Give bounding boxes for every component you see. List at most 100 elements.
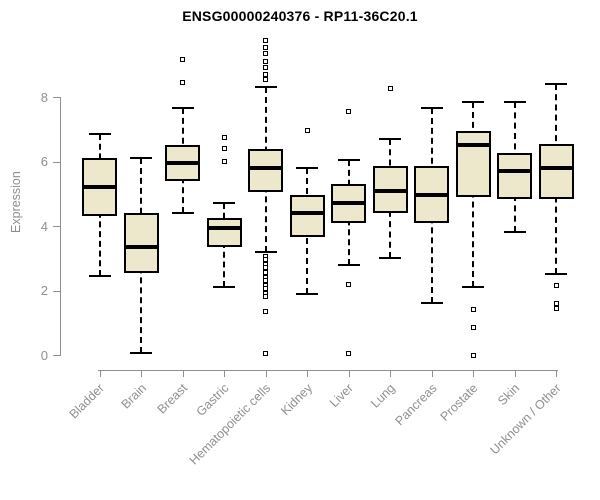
- outlier-point: [263, 71, 268, 77]
- whisker-cap-high: [88, 133, 111, 136]
- x-tick-mark: [307, 371, 308, 377]
- boxplot-box: [123, 213, 159, 273]
- outlier-point: [263, 270, 268, 276]
- x-tick-label: Liver: [327, 381, 357, 411]
- outlier-point: [346, 109, 351, 114]
- boxplot-median: [289, 211, 325, 216]
- y-tick-mark: [53, 290, 60, 292]
- whisker-cap-low: [420, 302, 443, 305]
- whisker-cap-high: [296, 166, 318, 169]
- x-tick-label: Pancreas: [392, 381, 440, 429]
- x-tick-label: Skin: [495, 381, 523, 409]
- boxplot-box: [538, 143, 574, 199]
- outlier-point: [553, 305, 559, 311]
- boxplot-box: [497, 153, 532, 199]
- boxplot-median: [331, 201, 366, 206]
- whisker-cap-low: [171, 212, 194, 215]
- whisker-cap-high: [254, 86, 277, 89]
- whisker-cap-low: [379, 257, 401, 260]
- y-tick-label: 4: [40, 218, 48, 234]
- outlier-point: [180, 57, 185, 63]
- boxplot-median: [123, 244, 159, 249]
- boxplot-box: [248, 148, 283, 193]
- boxplot-median: [414, 193, 449, 198]
- outlier-point: [470, 307, 476, 313]
- whisker-cap-low: [545, 273, 567, 276]
- outlier-point: [553, 283, 559, 289]
- whisker-cap-high: [379, 137, 401, 140]
- x-tick-label: Hematopoietic cells: [186, 381, 274, 468]
- outlier-point: [263, 294, 268, 300]
- y-tick-mark: [53, 226, 60, 227]
- outlier-point: [263, 38, 268, 44]
- x-tick-mark: [514, 371, 516, 377]
- outlier-point: [263, 50, 268, 56]
- outlier-point: [470, 325, 476, 331]
- outlier-point: [263, 59, 268, 65]
- x-axis-line: [97, 370, 558, 371]
- whisker-cap-high: [503, 100, 526, 103]
- whisker-cap-low: [337, 263, 360, 266]
- x-tick-mark: [99, 371, 101, 377]
- outlier-point: [470, 352, 476, 358]
- outlier-point: [387, 86, 393, 92]
- boxplot-median: [455, 143, 491, 148]
- x-tick-mark: [265, 371, 267, 377]
- boxplot-median: [206, 225, 242, 230]
- outlier-point: [263, 76, 268, 82]
- boxplot-box: [455, 130, 491, 197]
- chart-title: ENSG00000240376 - RP11-36C20.1: [182, 8, 418, 24]
- outlier-point: [263, 308, 268, 314]
- boxplot-box: [289, 195, 325, 238]
- outlier-point: [221, 134, 227, 140]
- x-tick-label: Bladder: [67, 381, 108, 422]
- outlier-point: [346, 281, 351, 287]
- outlier-point: [263, 286, 268, 292]
- x-tick-mark: [556, 371, 557, 377]
- y-tick-mark: [53, 161, 60, 163]
- x-tick-mark: [473, 371, 474, 377]
- whisker-cap-high: [337, 158, 360, 161]
- whisker-cap-high: [462, 100, 484, 103]
- y-tick-label: 8: [40, 89, 48, 105]
- whisker-cap-low: [503, 231, 526, 234]
- x-tick-label: Breast: [154, 381, 191, 417]
- x-tick-mark: [141, 371, 142, 377]
- outlier-point: [263, 278, 268, 284]
- outlier-point: [263, 44, 268, 50]
- outlier-point: [221, 159, 227, 164]
- x-tick-label: Prostate: [438, 381, 481, 424]
- x-tick-mark: [390, 371, 391, 377]
- boxplot-median: [538, 165, 574, 170]
- x-tick-label: Lung: [368, 381, 398, 411]
- outlier-point: [263, 257, 268, 263]
- outlier-point: [263, 350, 268, 356]
- outlier-point: [553, 300, 559, 306]
- y-tick-mark: [53, 97, 60, 98]
- x-tick-mark: [348, 371, 350, 377]
- x-tick-mark: [224, 371, 225, 377]
- whisker-cap-low: [254, 250, 277, 253]
- whisker-cap-low: [130, 352, 152, 355]
- whisker-cap-low: [213, 286, 235, 289]
- whisker-cap-high: [171, 107, 194, 110]
- y-tick-label: 2: [40, 283, 48, 298]
- outlier-point: [180, 79, 185, 85]
- x-tick-label: Brain: [118, 381, 149, 412]
- outlier-point: [263, 65, 268, 71]
- outlier-point: [263, 265, 268, 271]
- whisker-cap-high: [130, 157, 152, 160]
- y-tick-mark: [53, 355, 60, 356]
- x-tick-mark: [431, 371, 433, 377]
- whisker-cap-low: [462, 286, 484, 289]
- boxplot-median: [497, 169, 532, 174]
- x-tick-mark: [182, 371, 184, 377]
- y-tick-label: 6: [40, 154, 48, 169]
- boxplot-median: [372, 188, 408, 193]
- y-axis-line: [60, 97, 61, 356]
- outlier-point: [304, 128, 310, 134]
- whisker-cap-low: [296, 292, 318, 295]
- x-tick-label: Kidney: [277, 381, 315, 418]
- whisker-cap-low: [88, 274, 111, 277]
